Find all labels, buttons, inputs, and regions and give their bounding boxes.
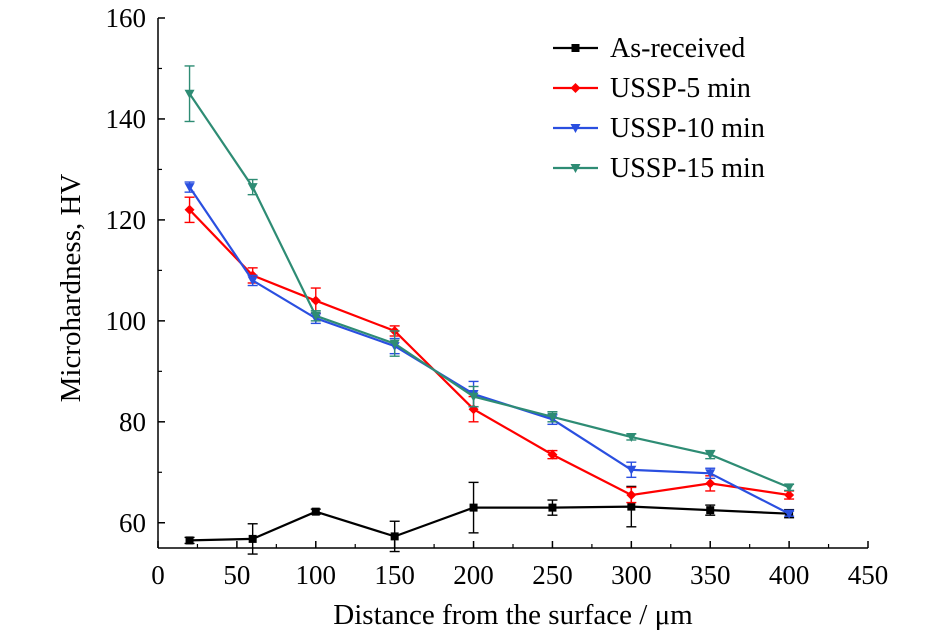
data-point [248, 534, 257, 543]
data-point [706, 506, 715, 515]
plot-area [184, 65, 795, 555]
series-ussp-15-min [184, 65, 795, 493]
x-tick-label: 100 [296, 560, 337, 590]
legend-item: USSP-15 min [553, 153, 765, 184]
legend-item: USSP-5 min [553, 73, 751, 104]
x-tick-label: 0 [151, 560, 165, 590]
data-point [184, 183, 195, 193]
x-tick-label: 250 [532, 560, 573, 590]
y-tick-label: 120 [106, 205, 147, 235]
x-tick-label: 450 [848, 560, 889, 590]
x-tick-label: 150 [374, 560, 415, 590]
y-tick-label: 160 [106, 3, 147, 33]
data-point [626, 432, 637, 442]
legend-item: As-received [553, 33, 745, 64]
series-line [188, 186, 790, 515]
x-tick-label: 50 [223, 560, 250, 590]
legend-swatch-marker [570, 124, 581, 133]
legend-label: USSP-10 min [610, 113, 765, 144]
legend-label: As-received [610, 33, 745, 64]
y-tick-label: 60 [119, 508, 146, 538]
data-point [548, 503, 557, 512]
y-tick-label: 100 [106, 306, 147, 336]
y-tick-label: 140 [106, 104, 147, 134]
series-line [189, 505, 790, 542]
data-point [627, 502, 636, 511]
data-point [247, 183, 258, 193]
y-axis-label: Microhardness, HV [55, 174, 87, 403]
data-point [184, 89, 195, 99]
data-point [389, 339, 400, 349]
data-point [390, 532, 399, 541]
legend: As-received USSP-5 min USSP-10 min USSP-15 … [553, 33, 765, 184]
data-point [469, 503, 478, 512]
data-point [547, 412, 558, 422]
data-point [247, 276, 258, 286]
legend-swatch-marker [570, 83, 581, 93]
data-point [310, 295, 321, 306]
legend-swatch-marker [571, 44, 580, 52]
data-point [626, 465, 637, 475]
series-as-received [184, 481, 795, 555]
data-point [705, 450, 716, 460]
legend-label: USSP-15 min [610, 153, 765, 184]
data-point [784, 490, 795, 500]
legend-label: USSP-5 min [610, 73, 751, 104]
data-point [705, 469, 716, 479]
x-tick-label: 200 [453, 560, 494, 590]
x-tick-label: 400 [769, 560, 810, 590]
y-tick-label: 80 [119, 407, 146, 437]
data-point [784, 509, 795, 519]
x-tick-label: 300 [611, 560, 652, 590]
data-point [185, 536, 194, 545]
data-point [468, 392, 479, 402]
legend-swatch-marker [570, 164, 581, 173]
x-tick-label: 350 [690, 560, 731, 590]
axes: 0 50 100 150 200 250 300 350 400 450 60 80 100 120 140… [106, 3, 889, 590]
data-point [784, 483, 795, 493]
data-point [705, 478, 716, 489]
data-point [184, 204, 195, 215]
data-point [311, 507, 320, 516]
data-point [547, 449, 558, 460]
data-point [310, 311, 321, 321]
series-ussp-5-min [184, 196, 795, 504]
legend-item: USSP-10 min [553, 113, 765, 144]
data-point [626, 490, 637, 500]
x-axis-label: Distance from the surface / μm [333, 599, 693, 631]
